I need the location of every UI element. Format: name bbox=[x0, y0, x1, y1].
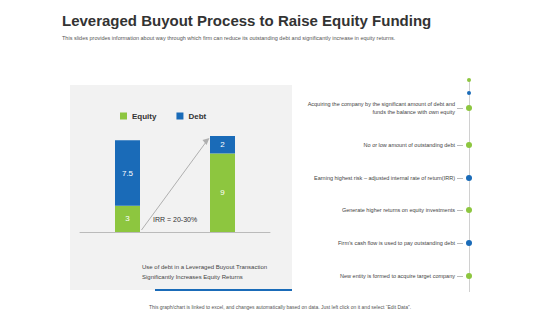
html-text:Leveraged Buyout Process to Ra: Leveraged Buyout Process to Raise Equity… bbox=[62, 12, 432, 29]
html-text:New entity is formed to acquir: New entity is formed to acquire target c… bbox=[340, 273, 455, 279]
svg-text:9: 9 bbox=[220, 188, 225, 197]
html-text:Generate higher returns on equ: Generate higher returns on equity invest… bbox=[341, 207, 455, 213]
html-text:Acquiring the company by the s: Acquiring the company by the significant… bbox=[307, 101, 455, 107]
html-text:Use of debt in a Leveraged Buy: Use of debt in a Leveraged Buyout Transa… bbox=[142, 264, 268, 270]
svg-text:IRR = 20-30%: IRR = 20-30% bbox=[153, 216, 197, 223]
html-text:This graph/chart is linked to: This graph/chart is linked to excel, and… bbox=[149, 304, 411, 310]
svg-text:3: 3 bbox=[125, 214, 130, 223]
html-text:This slides provides informati: This slides provides information about w… bbox=[62, 35, 396, 41]
html-text:Firm’s cash flow is used to pa: Firm’s cash flow is used to pay outstand… bbox=[338, 240, 455, 246]
html-text:Earning highest risk – adjuste: Earning highest risk – adjusted internal… bbox=[314, 175, 455, 181]
svg-text:Equity: Equity bbox=[132, 112, 157, 121]
html-text:No or low amount of outstandin: No or low amount of outstanding debt bbox=[363, 142, 455, 148]
svg-text:Debt: Debt bbox=[188, 112, 206, 121]
html-text:funds the balance with own equ: funds the balance with own equity bbox=[372, 109, 455, 115]
svg-text:7.5: 7.5 bbox=[122, 169, 134, 178]
svg-text:2: 2 bbox=[220, 140, 225, 149]
html-text:Significantly Increases Equity: Significantly Increases Equity Returns bbox=[142, 274, 243, 280]
